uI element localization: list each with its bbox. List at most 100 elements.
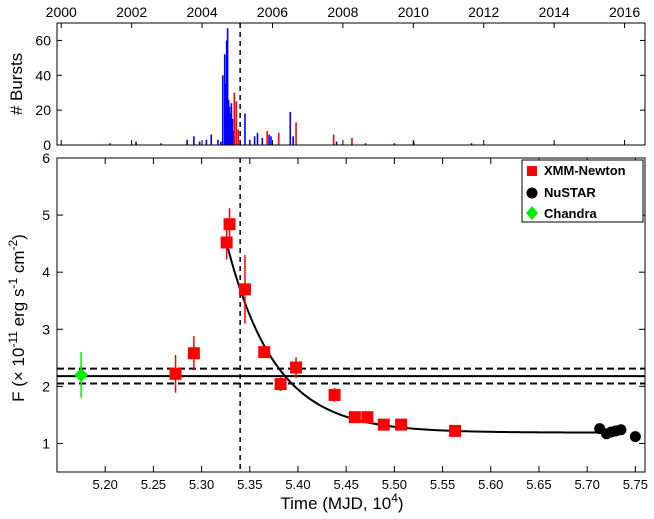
top-year-label: 2006 [257, 4, 288, 20]
bottom-x-tick-label: 5.65 [526, 477, 551, 492]
bottom-x-tick-label: 5.20 [93, 477, 118, 492]
burst-bar [292, 136, 294, 145]
bottom-x-tick-label: 5.30 [189, 477, 214, 492]
burst-bar [233, 92, 236, 145]
burst-bar [227, 99, 230, 145]
top-y-tick-label: 60 [35, 32, 51, 48]
bottom-y-tick-label: 5 [42, 207, 50, 223]
bottom-x-tick-label: 5.25 [141, 477, 166, 492]
burst-bar [393, 143, 396, 145]
top-year-label: 2004 [186, 4, 217, 20]
burst-bar [470, 143, 473, 145]
burst-bar [225, 40, 228, 145]
bottom-x-tick-label: 5.35 [237, 477, 262, 492]
burst-bar [295, 122, 297, 145]
reference-lines [57, 367, 645, 385]
legend-label-xmm: XMM-Newton [544, 163, 626, 178]
xmm-point [238, 283, 251, 296]
burst-bar [231, 118, 234, 145]
top-year-label: 2012 [468, 4, 499, 20]
top-year-ticks: 2000 2002 2004 2006 2008 2010 2012 2014 2016 [46, 4, 640, 145]
chandra-point [74, 367, 89, 382]
xmm-point [449, 424, 462, 437]
legend-label-chandra: Chandra [544, 206, 598, 221]
bottom-x-tick-label: 5.40 [285, 477, 310, 492]
burst-bar [193, 136, 195, 145]
burst-histogram-panel: 0 20 40 60 2000 2002 2004 2006 2008 2010 2012 2014… [7, 4, 646, 153]
bottom-x-tick-label: 5.75 [623, 477, 648, 492]
burst-bar [229, 113, 232, 145]
burst-bar [230, 103, 233, 145]
burst-bar [256, 132, 259, 145]
burst-bar [351, 138, 353, 145]
bottom-x-axis-label: Time (MJD, 104) [280, 491, 403, 513]
burst-bar [224, 84, 227, 145]
decay-fit-curve [225, 242, 621, 434]
burst-bar [335, 141, 338, 145]
burst-bar [198, 141, 201, 145]
legend-marker-chandra [526, 206, 538, 220]
burst-bar [270, 136, 272, 145]
burst-bar [205, 139, 208, 145]
xmm-point [328, 388, 341, 401]
bottom-x-tick-label: 5.50 [382, 477, 407, 492]
burst-bar [109, 143, 111, 145]
top-panel-frame [56, 22, 646, 146]
top-y-tick-label: 20 [35, 102, 51, 118]
top-year-label: 2016 [609, 4, 640, 20]
bottom-x-ticks: 5.20 5.25 5.30 5.35 5.40 5.45 5.50 5.55 5.60 5.65… [93, 158, 648, 492]
bottom-x-tick-label: 5.70 [575, 477, 600, 492]
xmm-point [187, 347, 200, 360]
burst-bar [160, 143, 162, 145]
burst-bar [268, 134, 270, 145]
burst-bar [244, 113, 246, 145]
legend: XMM-Newton NuSTAR Chandra [521, 159, 644, 223]
burst-bar [248, 139, 251, 145]
burst-bar [364, 143, 367, 145]
burst-bars [109, 28, 473, 146]
xmm-point [395, 418, 408, 431]
xmm-point [361, 411, 374, 424]
bottom-panel-frame [56, 157, 646, 473]
legend-marker-xmm [527, 166, 537, 176]
burst-bar [232, 131, 235, 145]
burst-bar [226, 28, 229, 146]
top-year-label: 2000 [46, 4, 77, 20]
xmm-point [290, 361, 303, 374]
burst-bar [223, 54, 226, 145]
burst-bar [332, 134, 335, 145]
bottom-y-tick-label: 4 [42, 264, 50, 280]
bottom-x-tick-label: 5.60 [478, 477, 503, 492]
burst-bar [277, 132, 280, 145]
burst-bar [261, 138, 264, 145]
xmm-point [377, 418, 390, 431]
top-year-label: 2002 [116, 4, 147, 20]
legend-marker-nustar [526, 187, 538, 199]
nustar-point [615, 424, 627, 436]
burst-bar [135, 141, 137, 145]
burst-bar [235, 101, 238, 145]
legend-box [521, 159, 644, 223]
nustar-point [629, 431, 641, 443]
bottom-y-tick-label: 1 [42, 435, 50, 451]
burst-bar [217, 139, 219, 145]
bottom-x-tick-label: 5.45 [334, 477, 359, 492]
legend-label-nustar: NuSTAR [544, 185, 596, 200]
bottom-y-tick-label: 3 [42, 321, 50, 337]
top-y-axis-label: # Bursts [7, 53, 26, 115]
top-year-label: 2008 [327, 4, 358, 20]
top-y-tick-label: 0 [43, 137, 51, 153]
burst-bar [266, 131, 268, 145]
top-y-ticks: 0 20 40 60 [35, 32, 645, 153]
flux-points [74, 208, 641, 443]
burst-bar [289, 111, 292, 145]
bottom-y-tick-label: 6 [42, 150, 50, 166]
bottom-x-tick-label: 5.55 [430, 477, 455, 492]
burst-bar [228, 106, 231, 145]
xmm-point [220, 236, 233, 249]
bottom-y-tick-label: 2 [42, 378, 50, 394]
top-year-label: 2014 [539, 4, 570, 20]
burst-bar [237, 129, 240, 145]
burst-bar [186, 139, 188, 145]
